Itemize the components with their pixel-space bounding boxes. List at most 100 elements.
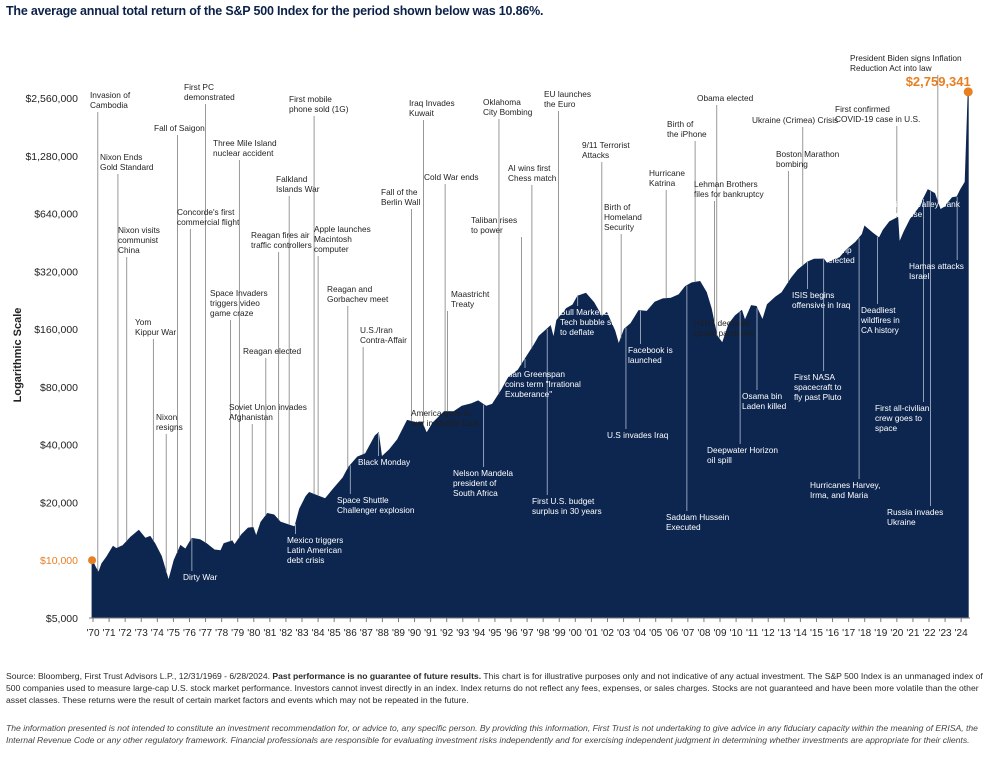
annotation-text: Maastricht Treaty: [451, 289, 490, 309]
x-tick-label: '96: [504, 628, 517, 639]
x-tick-label: '22: [922, 628, 935, 639]
annotation-text: Nixon visits communist China: [118, 225, 160, 255]
x-tick-label: '94: [472, 628, 485, 639]
event-annotation: First confirmed COVID-19 case in U.S.: [835, 104, 920, 219]
annotation-text: Fall of the Berlin Wall: [381, 187, 420, 207]
annotation-text: Boston Marathon bombing: [776, 149, 840, 169]
event-annotation: Invasion of Cambodia: [90, 90, 131, 572]
event-annotation: Osama bin Laden killed: [742, 308, 787, 411]
annotation-text: Deepwater Horizon oil spill: [707, 445, 778, 465]
annotation-text: ISIS begins offensive in Iraq: [792, 290, 851, 310]
x-tick-label: '21: [906, 628, 919, 639]
annotation-text: Three Mile Island nuclear accident: [213, 138, 277, 158]
x-tick-label: '04: [633, 628, 646, 639]
annotation-text: Cold War ends: [424, 172, 479, 182]
y-tick-label: $5,000: [46, 613, 78, 625]
x-tick-label: '88: [376, 628, 389, 639]
x-tick-label: '91: [424, 628, 437, 639]
y-tick-label: $40,000: [40, 440, 78, 452]
y-tick-label: $160,000: [34, 324, 78, 336]
x-tick-label: '92: [440, 628, 453, 639]
annotation-text: Hurricane Katrina: [649, 168, 685, 188]
event-annotation: H1N1 declared global pandemic: [694, 318, 754, 338]
annotation-text: First mobile phone sold (1G): [289, 94, 349, 114]
annotation-text: 9/11 Terrorist Attacks: [582, 140, 630, 160]
annotation-text: First all-civilian crew goes to space: [875, 403, 930, 433]
annotation-text: U.S invades Iraq: [607, 430, 669, 440]
annotation-text: America goes to war in Middle East: [410, 408, 479, 428]
event-annotation: Alan Greenspan coins term "Irrational Exub…: [505, 359, 581, 399]
x-tick-label: '02: [601, 628, 614, 639]
annotation-text: President Biden signs Inflation Reduction…: [850, 53, 962, 73]
event-annotation: ISIS begins offensive in Iraq: [792, 262, 851, 310]
annotation-text: Nixon Ends Gold Standard: [100, 152, 154, 172]
end-value-label: $2,759,341: [906, 74, 971, 89]
x-tick-label: '23: [939, 628, 952, 639]
annotation-text: Birth of the iPhone: [667, 119, 707, 139]
event-annotation: Space Shuttle Challenger explosion: [337, 465, 415, 515]
annotation-text: Nixon resigns: [156, 412, 183, 432]
event-annotation: Reagan and Gorbachev meet: [327, 284, 389, 469]
annotation-text: AI wins first Chess match: [508, 163, 557, 183]
event-annotation: Concorde's first commercial flight: [177, 207, 240, 542]
y-tick-label: $320,000: [34, 266, 78, 278]
annotation-text: Concorde's first commercial flight: [177, 207, 240, 227]
event-annotation: First mobile phone sold (1G): [289, 94, 349, 495]
event-annotation: Silicon Valley Bank Collapse: [890, 199, 961, 219]
event-annotation: First U.S. budget surplus in 30 years: [532, 328, 602, 516]
start-value-marker: [88, 556, 97, 565]
annotation-text: Dirty War: [183, 572, 217, 582]
source-rest: This chart is for illustrative purposes …: [6, 671, 983, 705]
x-tick-label: '18: [858, 628, 871, 639]
annotation-text: Reagan and Gorbachev meet: [327, 284, 389, 304]
annotation-text: First confirmed COVID-19 case in U.S.: [835, 104, 920, 124]
x-tick-label: '13: [778, 628, 791, 639]
event-annotation: Reagan elected: [243, 346, 302, 516]
annotation-text: First PC demonstrated: [184, 82, 235, 102]
event-annotation: Russia invades Ukraine: [887, 191, 943, 527]
event-annotation: Saddam Hussein Executed: [666, 285, 730, 532]
x-tick-label: '20: [890, 628, 903, 639]
event-annotation: America goes to war in Middle East: [410, 408, 479, 428]
x-tick-label: '87: [360, 628, 373, 639]
event-annotation: President Biden signs Inflation Reduction…: [850, 53, 962, 203]
annotation-text: Oklahoma City Bombing: [483, 97, 533, 117]
sp500-area: [91, 91, 969, 619]
event-annotation: Maastricht Treaty: [447, 289, 490, 412]
x-tick-label: '99: [553, 628, 566, 639]
annotation-text: Trump elected: [828, 245, 855, 265]
annotation-text: Hamas attacks Israel: [909, 261, 964, 281]
event-annotation: Three Mile Island nuclear accident: [213, 138, 277, 539]
annotation-text: Reagan elected: [243, 346, 302, 356]
event-annotation: Reagan fires air traffic controllers: [251, 230, 312, 521]
annotation-text: Alan Greenspan coins term "Irrational Exub…: [505, 369, 581, 399]
annotation-text: EU launches the Euro: [544, 89, 591, 109]
end-value-marker: [963, 87, 973, 97]
x-tick-label: '72: [119, 628, 132, 639]
y-tick-label: $80,000: [40, 382, 78, 394]
x-tick-label: '75: [167, 628, 180, 639]
annotation-text: Apple launches Macintosh computer: [314, 224, 371, 254]
x-tick-label: '93: [456, 628, 469, 639]
x-tick-label: '73: [135, 628, 148, 639]
event-annotation: First NASA spacecraft to fly past Pluto: [794, 259, 842, 402]
event-annotation: Black Monday: [358, 433, 411, 467]
annotation-text: Russia invades Ukraine: [887, 507, 943, 527]
x-tick-label: '95: [488, 628, 501, 639]
event-annotation: AI wins first Chess match: [508, 163, 557, 349]
event-annotation: U.S./Iran Contra-Affair: [360, 325, 407, 455]
event-annotation: Nixon resigns: [156, 412, 183, 573]
x-tick-label: '97: [521, 628, 534, 639]
x-tick-label: '77: [199, 628, 212, 639]
event-annotation: Oklahoma City Bombing: [483, 97, 533, 395]
event-annotation: Space Invaders triggers video game craze: [210, 288, 268, 542]
x-tick-label: '06: [665, 628, 678, 639]
annotation-text: Nelson Mandela president of South Africa: [453, 468, 513, 498]
y-tick-label: $1,280,000: [25, 151, 78, 163]
event-annotation: First all-civilian crew goes to space: [875, 198, 930, 433]
annotation-text: Obama elected: [697, 93, 754, 103]
chart-title: The average annual total return of the S…: [6, 4, 544, 18]
x-tick-label: '12: [762, 628, 775, 639]
x-tick-label: '90: [408, 628, 421, 639]
event-annotation: Trump elected: [828, 245, 855, 265]
